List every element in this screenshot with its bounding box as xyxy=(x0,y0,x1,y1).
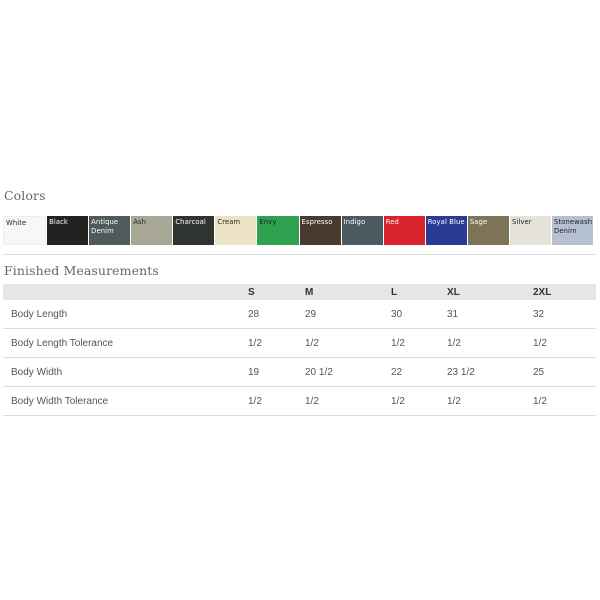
color-swatch-label: Cream xyxy=(217,218,241,226)
color-swatch-label: White xyxy=(6,219,27,227)
measurement-cell: 31 xyxy=(447,300,533,329)
measurement-cell: 22 xyxy=(391,357,447,387)
measurement-cell: 1/2 xyxy=(391,328,447,358)
measurement-cell: 25 xyxy=(533,357,596,387)
color-swatch-label: Black xyxy=(49,218,68,226)
measurement-cell: 28 xyxy=(248,300,305,329)
measurement-cell: 23 1/2 xyxy=(447,357,533,387)
header-size-s: S xyxy=(248,286,255,298)
row-label: Body Length Tolerance xyxy=(3,328,248,358)
color-swatch[interactable]: White xyxy=(3,216,47,245)
color-swatch-label: Charcoal xyxy=(175,218,206,226)
measurements-table-body: Body Length 28 29 30 31 32 Body Length Toleran… xyxy=(3,300,596,416)
color-swatch[interactable]: Stonewash Denim xyxy=(552,216,594,245)
color-swatch[interactable]: Black xyxy=(47,216,89,245)
table-row: Body Length 28 29 30 31 32 xyxy=(3,300,596,329)
table-row: Body Width 19 20 1/2 22 23 1/2 25 xyxy=(3,357,596,387)
measurements-heading: Finished Measurements xyxy=(4,263,159,278)
measurement-cell: 1/2 xyxy=(305,386,391,416)
color-swatch-label: Envy xyxy=(259,218,277,226)
header-size-2xl: 2XL xyxy=(533,286,552,298)
measurement-cell: 1/2 xyxy=(248,328,305,358)
color-swatch-label: Ash xyxy=(133,218,147,226)
color-swatch[interactable]: Antique Denim xyxy=(89,216,131,245)
measurement-cell: 1/2 xyxy=(533,328,596,358)
color-swatch-label: Sage xyxy=(469,218,488,226)
color-swatch-label: Silver xyxy=(511,218,532,226)
header-size-xl: XL xyxy=(447,286,460,298)
color-swatch-label: Indigo xyxy=(343,218,366,226)
table-header-row: S M L XL 2XL xyxy=(3,284,596,300)
color-swatch-label: Stonewash Denim xyxy=(554,218,593,235)
color-swatch[interactable]: Espresso xyxy=(299,216,341,245)
color-swatch-label: Espresso xyxy=(301,218,333,226)
header-empty-cell xyxy=(3,284,248,300)
measurement-cell: 1/2 xyxy=(391,386,447,416)
measurement-cell: 19 xyxy=(248,357,305,387)
colors-heading: Colors xyxy=(4,188,46,203)
color-swatch[interactable]: Sage xyxy=(467,216,509,245)
color-swatch[interactable]: Ash xyxy=(131,216,173,245)
measurement-cell: 1/2 xyxy=(305,328,391,358)
measurement-cell: 1/2 xyxy=(533,386,596,416)
section-divider xyxy=(3,254,596,255)
measurements-table: S M L XL 2XL Body Length 28 29 30 31 32 Body L… xyxy=(3,284,596,416)
measurement-cell: 32 xyxy=(533,300,596,329)
row-label: Body Length xyxy=(3,300,248,329)
row-label: Body Width Tolerance xyxy=(3,386,248,416)
measurement-cell: 1/2 xyxy=(447,328,533,358)
color-swatch[interactable]: Envy xyxy=(257,216,299,245)
color-swatch-label: Red xyxy=(385,218,399,226)
color-swatch[interactable]: Silver xyxy=(509,216,552,245)
color-swatch[interactable]: Charcoal xyxy=(173,216,215,245)
color-swatch[interactable]: Cream xyxy=(215,216,257,245)
color-swatch-list: White Black Antique Denim Ash Charcoal Cream E… xyxy=(3,216,594,245)
color-swatch[interactable]: Red xyxy=(383,216,425,245)
color-swatch[interactable]: Royal Blue xyxy=(425,216,467,245)
measurement-cell: 20 1/2 xyxy=(305,357,391,387)
measurement-cell: 30 xyxy=(391,300,447,329)
header-size-l: L xyxy=(391,286,398,298)
table-row: Body Width Tolerance 1/2 1/2 1/2 1/2 1/2 xyxy=(3,386,596,416)
table-row: Body Length Tolerance 1/2 1/2 1/2 1/2 1/2 xyxy=(3,328,596,358)
color-swatch[interactable]: Indigo xyxy=(341,216,383,245)
measurement-cell: 1/2 xyxy=(248,386,305,416)
header-size-m: M xyxy=(305,286,314,298)
row-label: Body Width xyxy=(3,357,248,387)
measurement-cell: 1/2 xyxy=(447,386,533,416)
color-swatch-label: Royal Blue xyxy=(427,218,465,226)
measurement-cell: 29 xyxy=(305,300,391,329)
color-swatch-label: Antique Denim xyxy=(91,218,119,235)
